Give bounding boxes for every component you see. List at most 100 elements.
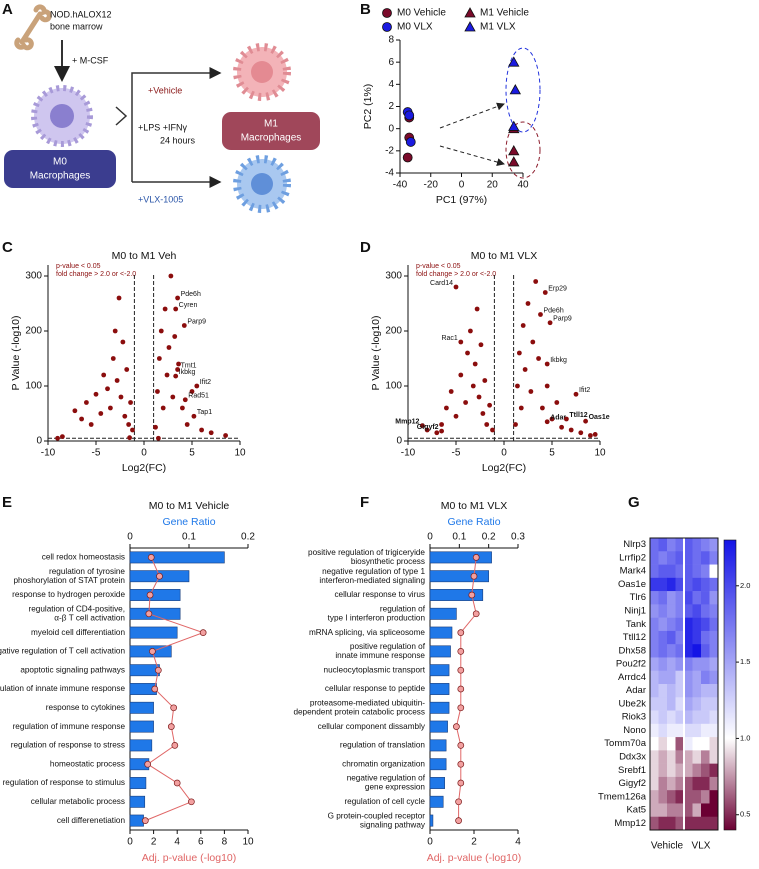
heat-cell [693,724,702,738]
point [528,389,533,394]
bar [430,815,433,826]
category-label: proteasome-mediated ubiquitin- [310,698,425,707]
point [98,411,103,416]
x-tick-label: 10 [234,448,246,459]
point [194,384,199,389]
category-label: innate immune response [335,651,425,660]
category-label: cell differenetiation [57,816,126,825]
point [487,403,492,408]
point [569,428,574,433]
heat-cell [693,764,702,778]
vehicle-label: +Vehicle [148,85,182,95]
point [526,301,531,306]
annotation: Pde6h [543,307,563,314]
annotation: Parp9 [553,316,572,323]
heat-cell [710,777,719,791]
x-axis-label: Log2(FC) [122,462,166,474]
y-tick-label: 4 [388,79,394,90]
heat-cell [693,631,702,645]
heat-cell [650,631,659,645]
heat-cell [659,631,668,645]
category-label: G protein-coupled receptor [328,811,426,820]
bar [430,665,449,676]
heat-cell [650,565,659,579]
category-label: dependent protein catabolic process [293,707,425,716]
row-label: Adar [626,685,646,696]
bar [430,796,443,807]
heat-cell [667,578,676,592]
x-tick-label: -20 [424,180,439,191]
category-label: α-β T cell activation [54,613,125,622]
heat-cell [667,671,676,685]
heat-cell [650,817,659,831]
heat-cell [701,631,710,645]
bar [430,608,456,619]
point [163,307,168,312]
point [564,417,569,422]
point [517,351,522,356]
row-label: Pou2f2 [616,659,646,670]
heat-cell [710,538,719,552]
heat-cell [676,618,685,632]
legend-label: M0 Vehicle [397,8,446,19]
heat-cell [676,631,685,645]
y-tick-label: 300 [385,271,402,282]
row-label: Mmp12 [614,818,646,829]
p-value-point [458,761,464,767]
x-axis-label: Log2(FC) [482,462,526,474]
heat-cell [710,618,719,632]
heat-cell [650,618,659,632]
heat-cell [650,750,659,764]
point [509,57,519,66]
x2-tick-label: 4 [174,837,180,848]
bar [130,721,154,732]
y-tick-label: 300 [25,271,42,282]
bar [430,627,452,638]
row-label: Lrrfip2 [619,552,646,563]
category-label: regulation of response to stimulus [3,778,125,787]
heat-cell [650,538,659,552]
y-tick-label: 0 [388,123,394,134]
point [545,384,550,389]
p-value-point [458,667,464,673]
point [574,392,579,397]
annotation: Rac1 [441,335,457,342]
heat-cell [710,644,719,658]
point [583,419,588,424]
bar [430,646,451,657]
heat-cell [667,764,676,778]
heat-cell [667,803,676,817]
x-tick-label: -5 [92,448,101,459]
colorbar-tick-label: 0.5 [740,810,750,819]
category-label: chromatin organization [342,759,425,768]
heat-cell [667,618,676,632]
panel-label: A [2,1,13,18]
point [128,400,133,405]
point [471,384,476,389]
heat-cell [693,790,702,804]
heat-cell [676,697,685,711]
category-label: regulation of cell cycle [344,797,425,806]
category-label: myeloid cell differentiation [31,628,126,637]
point [168,274,173,279]
heat-cell [667,657,676,671]
heat-cell [701,697,710,711]
category-label: interferon-mediated signaling [319,576,425,585]
point [510,85,520,94]
row-label: Gigyf2 [619,778,646,789]
heat-cell [650,764,659,778]
heat-cell [684,790,693,804]
point [519,406,524,411]
bar [130,815,144,826]
chart-title: M0 to M1 VLX [471,250,538,262]
x-tick-label: 0 [459,180,465,191]
heat-cell [684,538,693,552]
point [55,436,60,441]
point [172,334,177,339]
point [490,428,495,433]
legend-marker [465,8,475,17]
heat-cell [693,644,702,658]
annotation: Ifit2 [200,379,211,386]
point [523,367,528,372]
heat-cell [650,790,659,804]
